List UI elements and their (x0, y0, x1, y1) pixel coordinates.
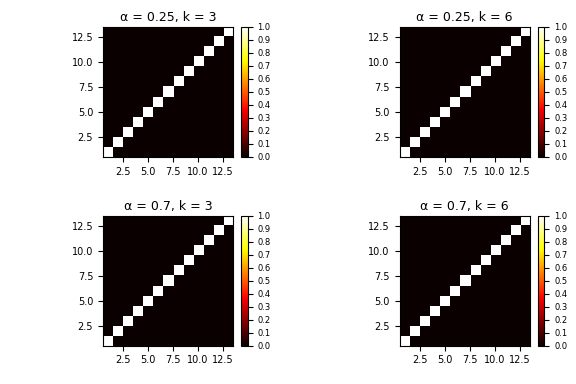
Title: α = 0.25, k = 3: α = 0.25, k = 3 (120, 11, 216, 24)
Title: α = 0.7, k = 3: α = 0.7, k = 3 (124, 200, 213, 213)
Title: α = 0.25, k = 6: α = 0.25, k = 6 (416, 11, 513, 24)
Title: α = 0.7, k = 6: α = 0.7, k = 6 (420, 200, 509, 213)
